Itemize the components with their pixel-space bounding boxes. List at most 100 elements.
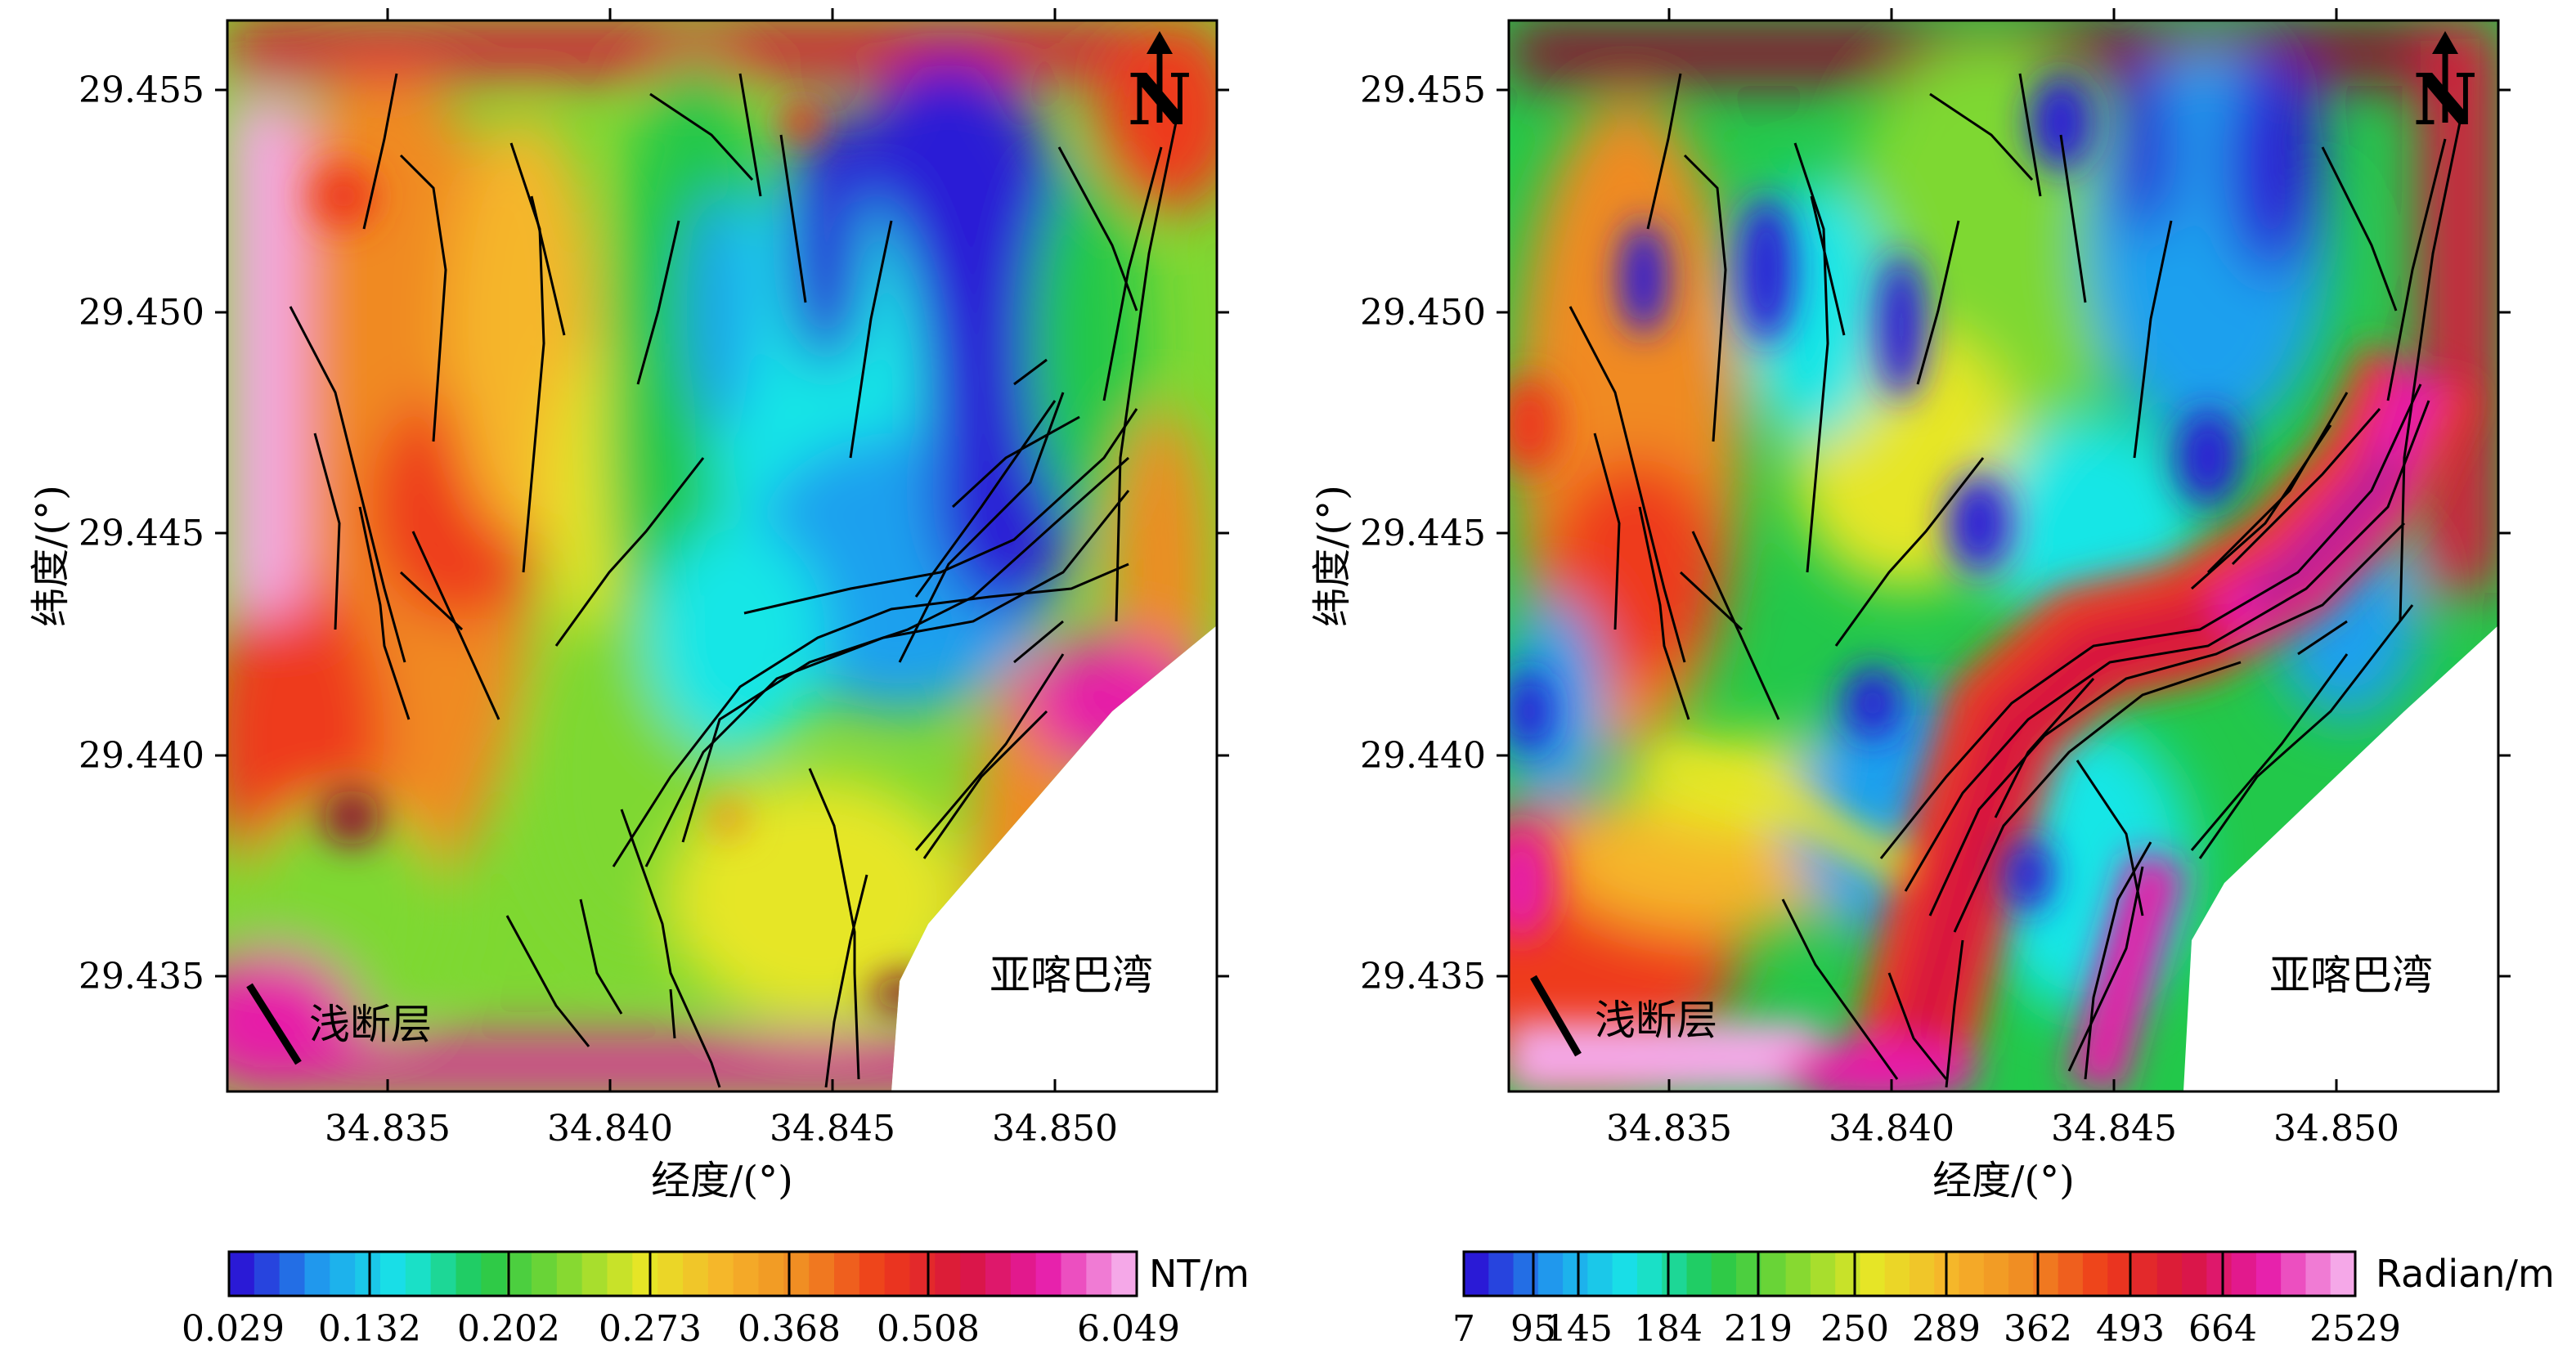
legend-color-swatch — [1061, 1252, 1088, 1296]
legend-color-swatch — [330, 1252, 357, 1296]
legend-color-swatch — [985, 1252, 1012, 1296]
y-tick-label: 29.440 — [1360, 735, 1486, 777]
axis-ticks — [215, 8, 1229, 1091]
gradient-raster — [227, 20, 1217, 1091]
legend-color-swatch — [532, 1252, 558, 1296]
legend-color-swatch — [2182, 1252, 2208, 1296]
shallow-fault-label: 浅断层 — [1595, 997, 1717, 1044]
legend-value: 0.029 — [182, 1308, 285, 1350]
legend-color-swatch — [405, 1252, 432, 1296]
legend-value: 95 — [1510, 1308, 1556, 1350]
legend-color-swatch — [1785, 1252, 1811, 1296]
legend-color-swatch — [2156, 1252, 2183, 1296]
x-tick-label: 34.845 — [770, 1108, 895, 1150]
legend-color-swatch — [2058, 1252, 2084, 1296]
legend-color-swatch — [1086, 1252, 1113, 1296]
legend-value: 0.273 — [599, 1308, 702, 1350]
shallow-fault-legend: 浅断层 — [1530, 975, 1717, 1057]
legend-color-swatch — [683, 1252, 709, 1296]
legend-color-swatch — [1010, 1252, 1037, 1296]
color-scale-legend: NT/m 0.029 0.132 0.202 0.273 0.368 0.508… — [182, 1250, 1250, 1350]
legend-color-swatch — [859, 1252, 886, 1296]
legend-value: 0.508 — [877, 1308, 980, 1350]
north-arrow-icon: N — [2413, 31, 2478, 141]
legend-value: 145 — [1544, 1308, 1613, 1350]
legend-value: 7 — [1452, 1308, 1475, 1350]
axis-ticks — [1497, 8, 2511, 1091]
legend-color-swatch — [935, 1252, 962, 1296]
legend-color-swatch — [2255, 1252, 2282, 1296]
legend-value: 184 — [1634, 1308, 1703, 1350]
legend-color-swatch — [1035, 1252, 1062, 1296]
shallow-fault-label: 浅断层 — [309, 1001, 432, 1048]
fault-lines — [1568, 73, 2463, 1088]
y-tick-label: 29.445 — [79, 513, 204, 554]
legend-color-swatch — [430, 1252, 457, 1296]
legend-color-swatch — [1537, 1252, 1564, 1296]
x-tick-label: 34.850 — [2273, 1108, 2399, 1150]
legend-color-swatch — [229, 1252, 255, 1296]
legend-value: 6.049 — [1077, 1308, 1180, 1350]
fault-lines — [289, 73, 1179, 1088]
legend-color-swatch — [1563, 1252, 1589, 1296]
legend-color-swatch — [1464, 1252, 1490, 1296]
y-tick-label: 29.440 — [79, 735, 204, 777]
legend-color-swatch — [733, 1252, 760, 1296]
legend-color-swatch — [2082, 1252, 2109, 1296]
legend-color-swatch — [481, 1252, 508, 1296]
north-label: N — [1128, 59, 1192, 141]
legend-color-swatch — [2206, 1252, 2233, 1296]
legend-unit-label: NT/m — [1149, 1252, 1250, 1296]
legend-value: 362 — [2004, 1308, 2072, 1350]
legend-color-swatch — [1111, 1252, 1138, 1296]
legend-color-swatch — [657, 1252, 684, 1296]
legend-color-swatch — [2305, 1252, 2331, 1296]
y-tick-label: 29.435 — [1360, 956, 1486, 997]
legend-color-swatch — [1810, 1252, 1837, 1296]
legend-color-swatch — [2008, 1252, 2035, 1296]
legend-color-swatch — [355, 1252, 381, 1296]
legend-color-swatch — [1711, 1252, 1738, 1296]
color-scale-legend: Radian/m 7 95 145 184 219 250 289 362 49… — [1452, 1250, 2555, 1350]
legend-color-swatch — [1686, 1252, 1712, 1296]
legend-color-swatch — [884, 1252, 911, 1296]
y-tick-label: 29.450 — [1360, 292, 1486, 334]
legend-value: 664 — [2188, 1308, 2257, 1350]
y-tick-label: 29.445 — [1360, 513, 1486, 554]
y-tick-label: 29.450 — [79, 292, 204, 334]
legend-color-swatch — [1636, 1252, 1663, 1296]
x-tick-label: 34.835 — [325, 1108, 451, 1150]
legend-value: 0.132 — [318, 1308, 421, 1350]
legend-color-swatch — [279, 1252, 306, 1296]
horizontal-gradient-map-panel: N 浅断层 亚喀巴湾 34.835 34.840 34.845 34.850 2… — [28, 8, 1250, 1350]
legend-color-swatch — [506, 1252, 532, 1296]
legend-value: 0.368 — [738, 1308, 841, 1350]
legend-color-swatch — [1587, 1252, 1613, 1296]
legend-color-swatch — [607, 1252, 634, 1296]
x-tick-label: 34.840 — [1829, 1108, 1954, 1150]
tilt-raster — [1509, 20, 2498, 1091]
legend-color-swatch — [809, 1252, 835, 1296]
north-label: N — [2413, 59, 2478, 141]
legend-color-swatch — [254, 1252, 280, 1296]
legend-unit-label: Radian/m — [2376, 1252, 2555, 1296]
y-axis-title: 纬度/(°) — [28, 485, 74, 627]
legend-value: 289 — [1912, 1308, 1981, 1350]
x-tick-label: 34.840 — [547, 1108, 673, 1150]
x-axis-title: 经度/(°) — [1932, 1158, 2075, 1203]
legend-color-swatch — [1835, 1252, 1861, 1296]
tilt-angle-map-panel: N 浅断层 亚喀巴湾 34.835 34.840 34.845 34.850 2… — [1309, 8, 2555, 1350]
legend-color-swatch — [581, 1252, 608, 1296]
legend-color-swatch — [2330, 1252, 2356, 1296]
legend-color-swatch — [1910, 1252, 1936, 1296]
legend-color-swatch — [2281, 1252, 2307, 1296]
legend-color-swatch — [1884, 1252, 1910, 1296]
legend-color-swatch — [707, 1252, 734, 1296]
legend-color-swatch — [1513, 1252, 1539, 1296]
legend-color-swatch — [304, 1252, 331, 1296]
legend-color-swatch — [1488, 1252, 1515, 1296]
x-axis-title: 经度/(°) — [651, 1158, 793, 1203]
legend-color-swatch — [2132, 1252, 2158, 1296]
legend-value: 2529 — [2309, 1308, 2401, 1350]
north-arrow-icon: N — [1128, 31, 1192, 141]
